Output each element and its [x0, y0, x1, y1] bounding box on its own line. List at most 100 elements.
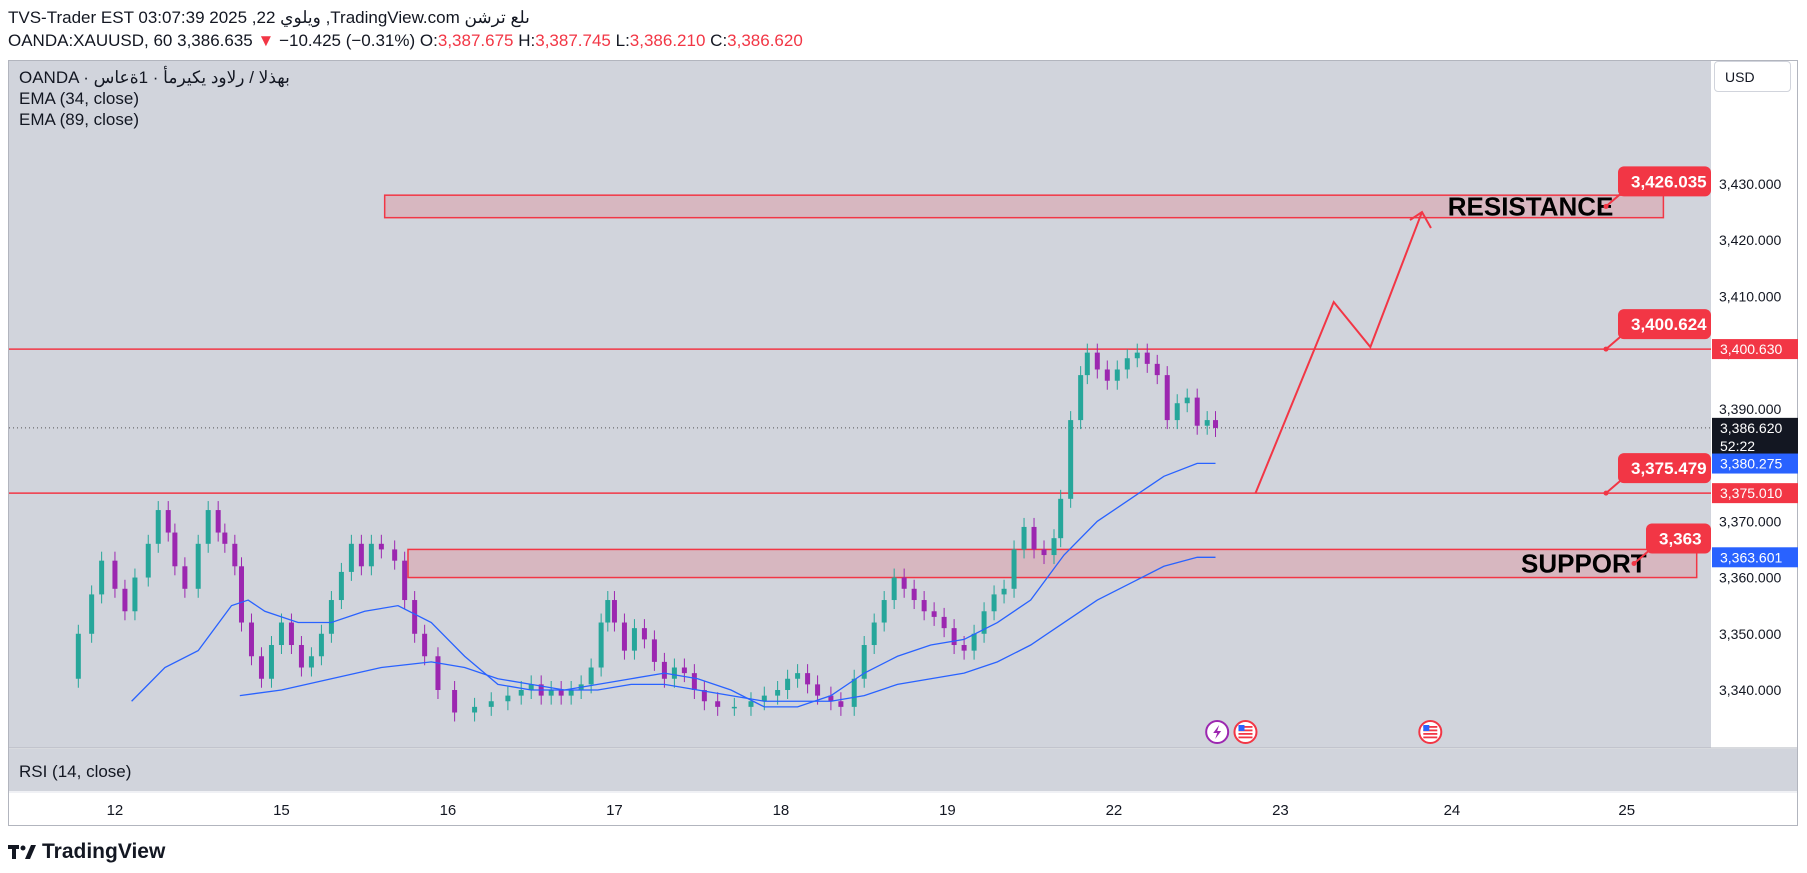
candle-body	[412, 600, 418, 634]
candle-body	[598, 622, 604, 668]
plot-layer: RESISTANCE SUPPORT	[9, 191, 1711, 744]
candle-body	[258, 656, 264, 679]
candle-body	[605, 600, 611, 623]
candle-body	[731, 706, 737, 709]
candle-body	[1204, 420, 1210, 426]
change: −10.425 (−0.31%)	[279, 31, 416, 50]
level-price-tag	[1712, 339, 1798, 360]
candle-body	[215, 510, 221, 533]
candle-body	[422, 633, 428, 657]
ema89-line	[239, 556, 1216, 702]
candle-body	[961, 645, 967, 651]
x-tick-label: 25	[1618, 802, 1635, 819]
x-tick-label: 15	[273, 802, 290, 819]
candle-body	[701, 690, 707, 702]
open-value: 3,387.675	[437, 31, 514, 50]
candle-body	[1084, 352, 1090, 376]
ema34-line	[131, 462, 1216, 708]
candle-body	[268, 645, 274, 679]
lightning-glyph	[1213, 725, 1222, 739]
candle-body	[951, 628, 957, 646]
y-tick-label: 3,350.000	[1719, 626, 1781, 642]
candle-body	[338, 571, 344, 601]
x-tick-label: 16	[440, 802, 457, 819]
candle-body	[308, 656, 314, 668]
tradingview-logo-icon	[8, 845, 36, 859]
candle-body	[971, 633, 977, 651]
candle-body	[278, 622, 284, 646]
callout-level-high-text: 3,400.624	[1631, 315, 1707, 334]
candle-body	[1031, 526, 1037, 550]
candle-body	[761, 695, 767, 702]
candle-body	[518, 690, 524, 696]
y-tick-label: 3,410.000	[1719, 288, 1781, 304]
candle-body	[392, 549, 398, 561]
high-value: 3,387.745	[535, 31, 611, 50]
rsi-legend[interactable]: RSI (14, close)	[19, 762, 132, 781]
candle-body	[775, 690, 781, 696]
candle-body	[222, 532, 228, 544]
candle-body	[861, 645, 867, 679]
candle-body	[288, 622, 294, 646]
callout-resistance-pointer	[1605, 193, 1621, 208]
candle-body	[651, 639, 657, 662]
candle-body	[901, 577, 907, 589]
candle-body	[488, 701, 494, 707]
x-tick-label: 12	[107, 802, 124, 819]
candle-body	[248, 622, 254, 657]
candle-body	[435, 656, 441, 690]
legend-ema34[interactable]: EMA (34, close)	[19, 89, 139, 108]
low-value: 3,386.210	[629, 31, 706, 50]
candle-body	[122, 588, 128, 612]
symbol[interactable]: OANDA:XAUUSD, 60	[8, 31, 173, 50]
candle-body	[99, 560, 105, 595]
candle-body	[611, 600, 617, 623]
ema-price-tag	[1712, 547, 1798, 568]
flag-canton	[1238, 725, 1245, 731]
candle-body	[1134, 352, 1140, 359]
callout-support-text: 3,363	[1659, 529, 1702, 548]
flag-stripe	[1238, 729, 1253, 732]
candle-body	[828, 695, 834, 702]
flag-stripe	[1423, 733, 1438, 735]
candle-body	[1194, 397, 1200, 426]
candle-body	[631, 628, 637, 651]
candle-body	[368, 543, 374, 567]
ohlc-bar: OANDA:XAUUSD, 60 3,386.635 ▼ −10.425 (−0…	[8, 31, 803, 51]
candle-body	[1051, 538, 1057, 556]
legend-source: OANDA · بهذلا / رلاود يكيرمأ · 1ةعاس	[19, 68, 290, 87]
callout-level-low-anchor	[1603, 490, 1609, 496]
candle-body	[558, 690, 564, 696]
candle-body	[1021, 526, 1027, 550]
candle-body	[182, 566, 188, 589]
currency-button[interactable]: USD	[1714, 61, 1791, 92]
candle-body	[75, 633, 81, 679]
candle-body	[1213, 420, 1219, 428]
candle-body	[1184, 397, 1190, 404]
callout-level-low-text: 3,375.479	[1631, 459, 1707, 478]
candle-body	[1114, 369, 1120, 381]
candle-body	[671, 667, 677, 679]
rsi-pane	[9, 749, 1797, 791]
candle-body	[155, 510, 161, 544]
candle-body	[785, 678, 791, 690]
candle-body	[1164, 375, 1170, 421]
close-label: C:	[710, 31, 728, 50]
x-tick-label: 22	[1106, 802, 1123, 819]
candle-body	[378, 543, 384, 550]
flag-stripe	[1423, 726, 1438, 728]
tradingview-logo: TradingView	[8, 840, 165, 864]
callout-resistance-text: 3,426.035	[1631, 172, 1707, 191]
legend-ema89[interactable]: EMA (89, close)	[19, 110, 139, 129]
callout-support-pointer	[1633, 550, 1649, 565]
candle-body	[981, 611, 987, 634]
price-axis[interactable]	[1711, 61, 1797, 748]
candle-body	[715, 701, 721, 707]
last-price: 3,386.635	[177, 31, 253, 50]
candle-body	[1154, 363, 1160, 376]
zone-resistance	[383, 194, 1665, 219]
candle-body	[1124, 358, 1130, 370]
flag-stripe	[1423, 729, 1438, 732]
candle-body	[911, 588, 917, 601]
